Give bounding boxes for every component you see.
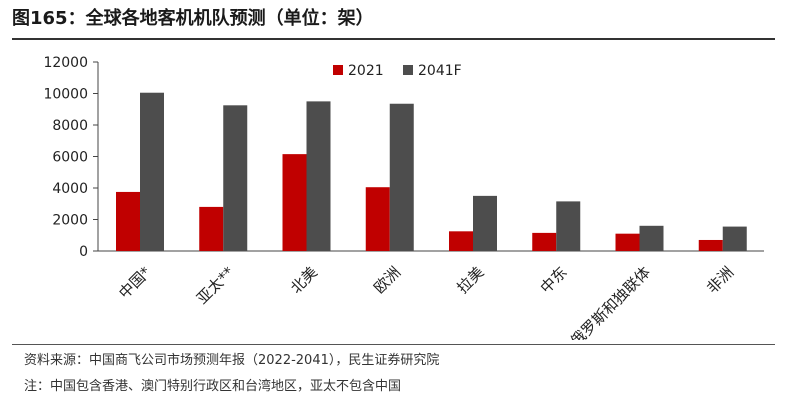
fleet-forecast-chart: 0 2000 4000 6000 8000 10000 12000 中国* 亚太** 北美 欧洲 拉… [43,55,764,340]
bar-2021-6 [615,233,640,251]
bar-2041f-5 [556,201,581,251]
x-category-label: 拉美 [454,263,488,297]
bar-2041f-6 [639,225,664,251]
y-tick-label: 2000 [52,213,88,229]
bar-2041f-2 [306,101,331,251]
legend-swatch-2021 [333,65,343,75]
source-note: 资料来源：中国商飞公司市场预测年报（2022-2041），民生证券研究院 [24,353,440,368]
x-category-label: 欧洲 [370,263,404,297]
y-tick-label: 10000 [43,87,88,103]
legend-label-2021: 2021 [348,63,384,79]
bar-2021-3 [365,187,390,251]
x-category-label: 非洲 [703,263,737,297]
footnote: 注：中国包含香港、澳门特别行政区和台湾地区，亚太不包含中国 [24,379,402,394]
bar-2021-2 [282,154,307,251]
bar-2021-7 [698,239,723,251]
y-tick-label: 4000 [52,181,88,197]
page-title: 图165：全球各地客机机队预测（单位：架） [12,8,374,29]
bar-2021-0 [116,191,140,251]
bar-2041f-1 [223,105,248,251]
x-category-label: 中国* [115,263,155,303]
bar-2041f-7 [722,226,747,251]
bar-2021-4 [449,231,473,251]
footer-divider [12,344,775,345]
y-tick-label: 6000 [52,150,88,166]
bar-2041f-0 [140,92,164,252]
x-category-label: 北美 [287,263,321,297]
y-tick-label: 12000 [43,55,88,71]
x-category-label: 亚太** [193,263,238,308]
bar-2041f-4 [473,195,497,251]
x-category-label: 俄罗斯和独联体 [567,263,654,340]
x-category-label: 中东 [537,263,571,297]
bar-2021-1 [199,206,224,251]
bar-2021-5 [532,232,557,251]
legend-label-2041f: 2041F [418,63,462,79]
y-tick-label: 0 [79,244,88,260]
legend-swatch-2041f [403,65,413,75]
bar-2041f-3 [389,103,414,251]
title-underline [12,38,775,40]
y-tick-label: 8000 [52,118,88,134]
